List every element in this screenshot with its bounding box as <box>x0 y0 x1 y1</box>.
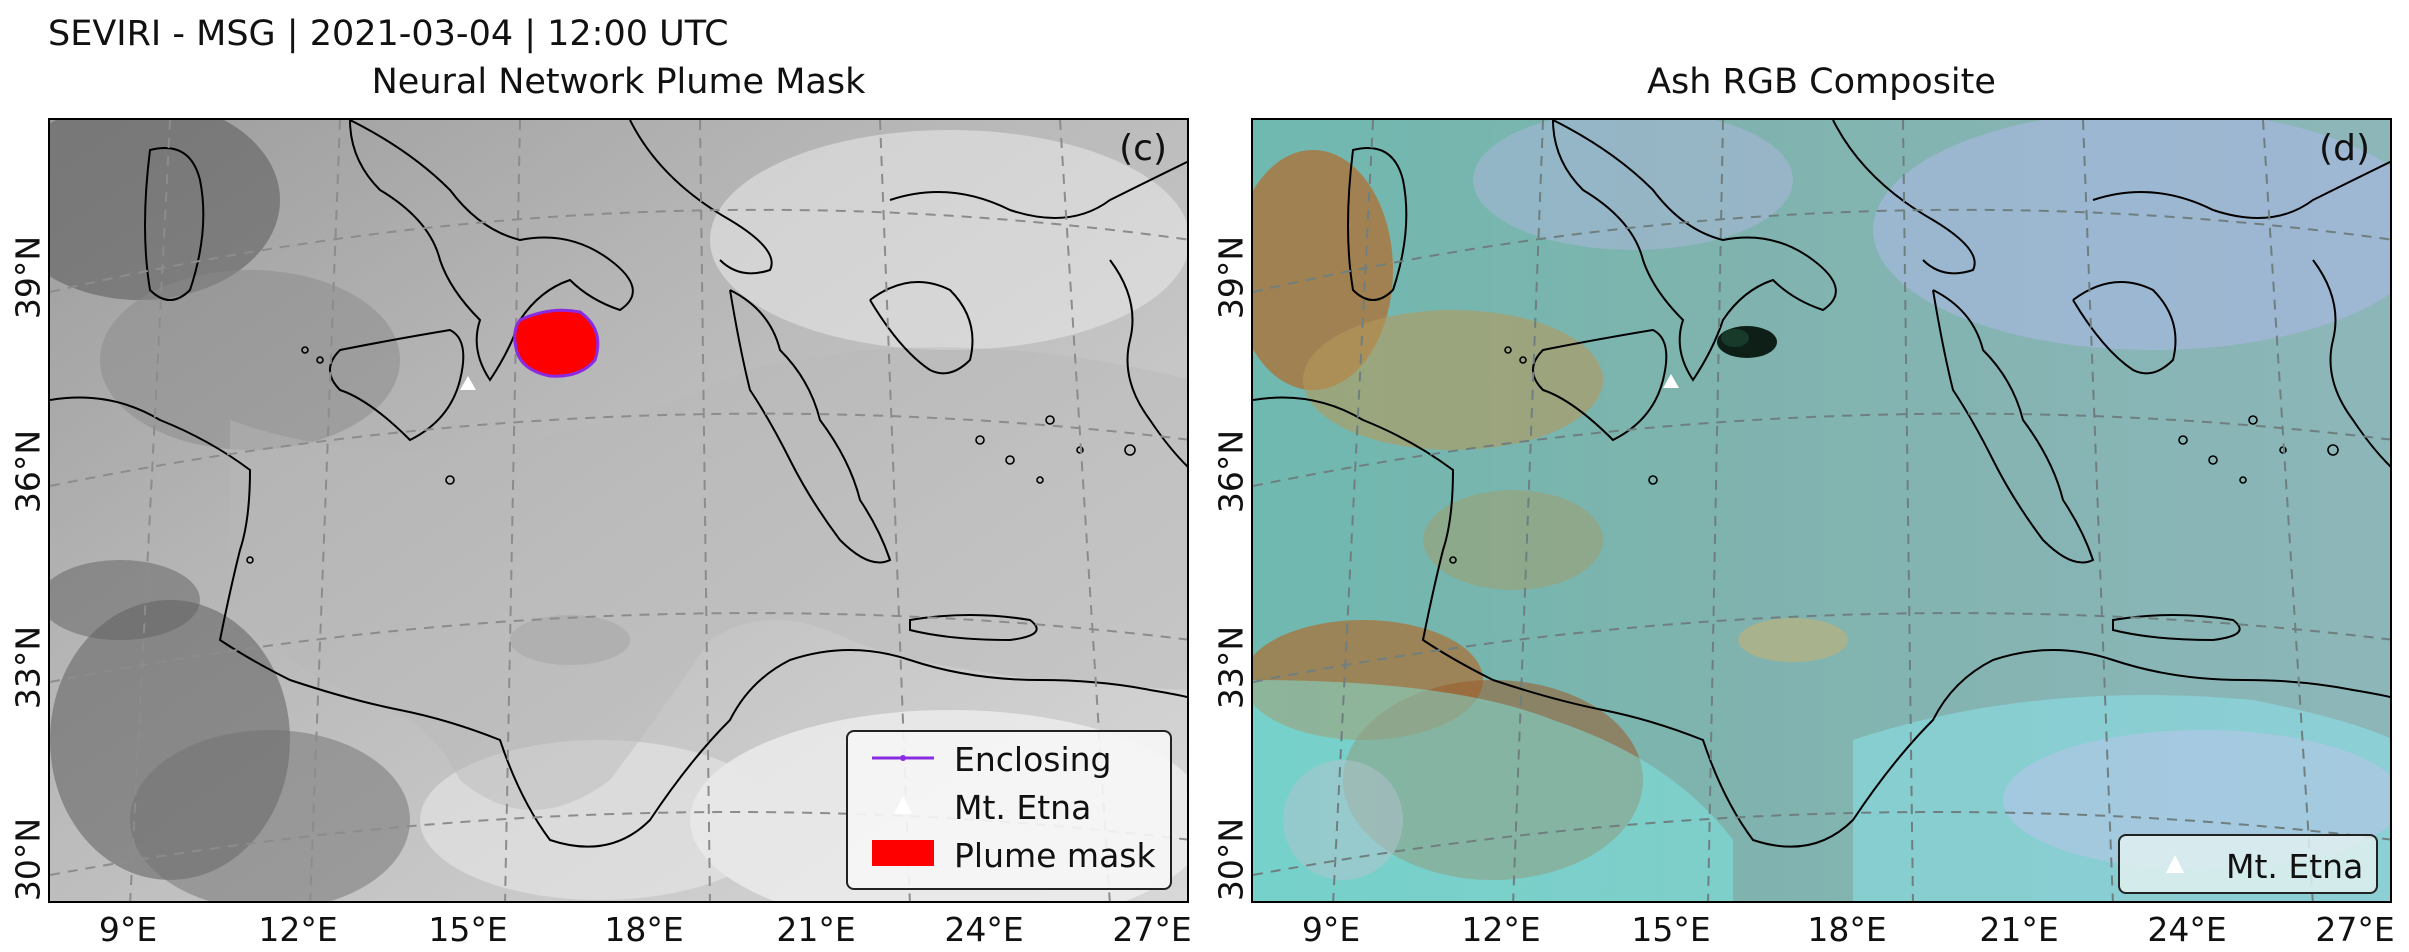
lat-label: 30°N <box>8 817 48 902</box>
lon-label: 15°E <box>1631 910 1711 949</box>
islands <box>1449 346 2339 564</box>
legend-label-etna: Mt. Etna <box>2226 847 2364 886</box>
coastlines <box>1253 120 2390 848</box>
lat-label: 30°N <box>1211 817 1251 902</box>
panel-letter-d: (d) <box>2319 128 2370 169</box>
legend-label-etna: Mt. Etna <box>954 788 1092 827</box>
lon-label: 27°E <box>2315 910 2395 949</box>
lon-label: 24°E <box>2147 910 2227 949</box>
triangle-icon <box>894 796 912 814</box>
lon-label: 18°E <box>1807 910 1887 949</box>
cloud-region <box>420 740 780 900</box>
plume-mask-region <box>513 308 600 378</box>
lon-label: 9°E <box>98 910 158 949</box>
lon-label: 18°E <box>604 910 684 949</box>
coastlines <box>50 120 1187 848</box>
lon-label: 27°E <box>1112 910 1192 949</box>
map-canvas-plume-mask <box>50 120 1187 901</box>
lon-label: 12°E <box>258 910 338 949</box>
legend-item-etna: Mt. Etna <box>848 782 1170 830</box>
etna-marker <box>460 376 476 390</box>
cloud-region <box>510 615 630 665</box>
triangle-icon <box>2166 855 2184 873</box>
legend-ash-rgb: Mt. Etna <box>2118 834 2378 894</box>
lon-label: 12°E <box>1461 910 1541 949</box>
legend-item-enclosing: Enclosing <box>848 734 1170 782</box>
lon-label: 15°E <box>428 910 508 949</box>
cloud-region <box>130 730 410 901</box>
lon-label: 9°E <box>1301 910 1361 949</box>
lon-label: 21°E <box>1979 910 2059 949</box>
legend-item-etna: Mt. Etna <box>2120 841 2376 889</box>
cloud-region <box>1343 680 1643 880</box>
sea-region <box>230 347 1187 810</box>
map-panel-ash-rgb[interactable]: (d) Mt. Etna <box>1251 118 2392 903</box>
lat-label: 33°N <box>8 625 48 710</box>
lat-label: 36°N <box>8 429 48 514</box>
lat-label: 36°N <box>1211 429 1251 514</box>
legend-item-plume-mask: Plume mask <box>848 830 1170 878</box>
cloud-region <box>710 130 1187 350</box>
lon-label: 24°E <box>944 910 1024 949</box>
figure-suptitle: SEVIRI - MSG | 2021-03-04 | 12:00 UTC <box>48 14 729 54</box>
map-canvas-ash-rgb <box>1253 120 2390 901</box>
cloud-region <box>1303 310 1603 450</box>
legend-plume-mask: Enclosing Mt. Etna Plume mask <box>846 730 1172 890</box>
lon-label: 21°E <box>776 910 856 949</box>
etna-marker <box>1663 374 1679 388</box>
legend-label-enclosing: Enclosing <box>954 740 1112 779</box>
patch-icon <box>872 840 934 866</box>
cloud-region <box>1738 618 1848 662</box>
line-icon <box>872 755 934 761</box>
islands <box>246 346 1136 564</box>
cloud-region <box>50 560 200 640</box>
graticule <box>1253 120 2390 901</box>
lat-label: 33°N <box>1211 625 1251 710</box>
cloud-region <box>1283 760 1403 880</box>
cloud-region <box>1253 680 1733 901</box>
map-panel-plume-mask[interactable]: (c) Enclosing Mt. Etna Plume mask <box>48 118 1189 903</box>
legend-label-plume-mask: Plume mask <box>954 836 1156 875</box>
cloud-region <box>1473 120 1793 250</box>
lat-label: 39°N <box>8 235 48 320</box>
cloud-region <box>1873 120 2390 350</box>
ash-plume <box>1721 329 1749 347</box>
panel-title-plume-mask: Neural Network Plume Mask <box>371 62 866 102</box>
cloud-region <box>100 270 400 450</box>
cloud-region <box>1423 490 1603 590</box>
panel-title-ash-rgb: Ash RGB Composite <box>1647 62 1996 102</box>
panel-letter-c: (c) <box>1119 128 1167 169</box>
lat-label: 39°N <box>1211 235 1251 320</box>
